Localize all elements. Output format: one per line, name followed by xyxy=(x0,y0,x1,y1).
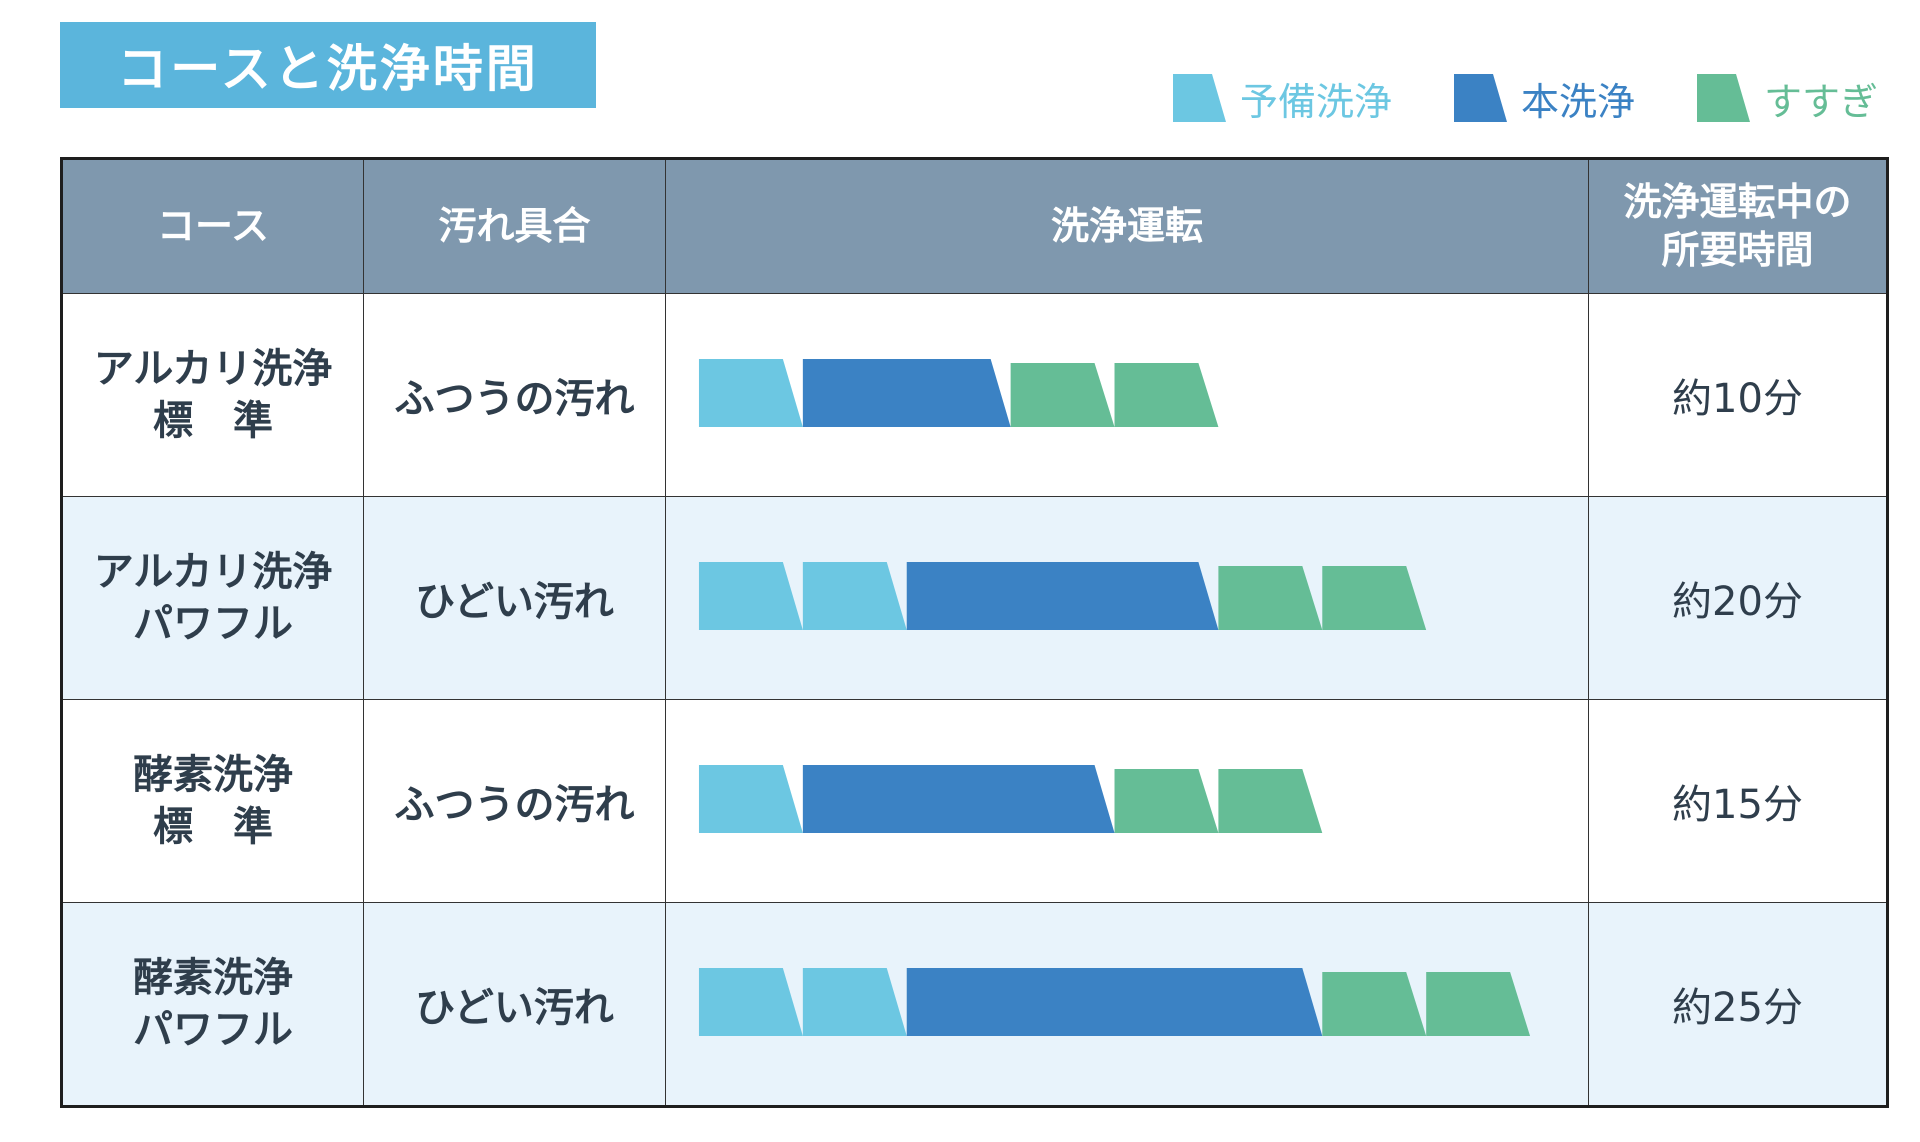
course-cell: アルカリ洗浄 パワフル xyxy=(61,496,364,700)
dirt-cell: ふつうの汚れ xyxy=(363,293,666,497)
dirt-cell: ひどい汚れ xyxy=(363,496,666,700)
page-title: コースと洗浄時間 xyxy=(60,22,596,108)
phase-bar-chart xyxy=(698,765,1323,833)
time-cell: 約20分 xyxy=(1588,496,1888,700)
phase-bar-chart xyxy=(698,968,1531,1036)
legend: 予備洗浄 本洗浄 すすぎ xyxy=(1172,66,1878,130)
legend-item-pre-wash: 予備洗浄 xyxy=(1172,71,1392,126)
time-cell: 約10分 xyxy=(1588,293,1888,497)
operation-cell xyxy=(665,699,1589,903)
phase-segment-pre-wash xyxy=(698,968,803,1036)
phase-segment-pre-wash xyxy=(698,562,803,630)
phase-segment-main-wash xyxy=(906,968,1323,1036)
dirt-cell: ふつうの汚れ xyxy=(363,699,666,903)
time-cell: 約15分 xyxy=(1588,699,1888,903)
phase-segment-rinse xyxy=(1218,566,1323,630)
time-cell: 約25分 xyxy=(1588,902,1888,1107)
phase-segment-pre-wash xyxy=(802,562,907,630)
course-cell: アルカリ洗浄 標 準 xyxy=(61,293,364,497)
legend-swatch-rinse xyxy=(1696,74,1750,122)
phase-bar-chart xyxy=(698,562,1427,630)
legend-label-pre-wash: 予備洗浄 xyxy=(1239,79,1392,124)
legend-swatch-pre-wash xyxy=(1172,74,1226,122)
course-mode: 標 準 xyxy=(153,398,273,444)
header-time-line2: 所要時間 xyxy=(1661,227,1814,272)
legend-label-rinse: すすぎ xyxy=(1763,79,1878,124)
course-name: 酵素洗浄 xyxy=(133,752,293,798)
operation-cell xyxy=(665,902,1589,1107)
legend-item-rinse: すすぎ xyxy=(1696,71,1878,126)
course-cell: 酵素洗浄 標 準 xyxy=(61,699,364,903)
phase-segment-rinse xyxy=(1114,363,1219,427)
table-row: アルカリ洗浄 パワフル ひどい汚れ 約20分 xyxy=(61,496,1888,700)
phase-segment-rinse xyxy=(1322,566,1427,630)
table-header-row: コース 汚れ具合 洗浄運転 洗浄運転中の 所要時間 xyxy=(61,158,1888,294)
phase-segment-rinse xyxy=(1426,972,1531,1036)
table-row: 酵素洗浄 標 準 ふつうの汚れ 約15分 xyxy=(61,699,1888,903)
phase-segment-rinse xyxy=(1114,769,1219,833)
phase-segment-pre-wash xyxy=(698,359,803,427)
phase-segment-main-wash xyxy=(906,562,1219,630)
phase-segment-pre-wash xyxy=(802,968,907,1036)
phase-segment-main-wash xyxy=(802,765,1115,833)
operation-cell xyxy=(665,293,1589,497)
legend-item-main-wash: 本洗浄 xyxy=(1453,71,1635,126)
course-cell: 酵素洗浄 パワフル xyxy=(61,902,364,1107)
phase-segment-rinse xyxy=(1218,769,1323,833)
course-mode: 標 準 xyxy=(153,804,273,850)
course-mode: パワフル xyxy=(133,601,293,647)
header-operation: 洗浄運転 xyxy=(665,158,1589,294)
header-time-line1: 洗浄運転中の xyxy=(1623,180,1852,224)
course-name: アルカリ洗浄 xyxy=(93,346,333,392)
course-name: アルカリ洗浄 xyxy=(93,549,333,595)
course-name: 酵素洗浄 xyxy=(133,955,293,1001)
phase-bar-chart xyxy=(698,359,1219,427)
phase-segment-main-wash xyxy=(802,359,1011,427)
dirt-cell: ひどい汚れ xyxy=(363,902,666,1107)
legend-swatch-main-wash xyxy=(1453,74,1507,122)
header-dirt: 汚れ具合 xyxy=(363,158,666,294)
table-row: アルカリ洗浄 標 準 ふつうの汚れ 約10分 xyxy=(61,293,1888,497)
legend-label-main-wash: 本洗浄 xyxy=(1520,79,1635,124)
table-row: 酵素洗浄 パワフル ひどい汚れ 約25分 xyxy=(61,902,1888,1107)
operation-cell xyxy=(665,496,1589,700)
phase-segment-rinse xyxy=(1010,363,1115,427)
header-course: コース xyxy=(61,158,364,294)
course-mode: パワフル xyxy=(133,1007,293,1053)
course-table: コース 汚れ具合 洗浄運転 洗浄運転中の 所要時間 アルカリ洗浄 標 準 ふつう… xyxy=(60,157,1889,1108)
header-time: 洗浄運転中の 所要時間 xyxy=(1588,158,1888,294)
phase-segment-pre-wash xyxy=(698,765,803,833)
phase-segment-rinse xyxy=(1322,972,1427,1036)
